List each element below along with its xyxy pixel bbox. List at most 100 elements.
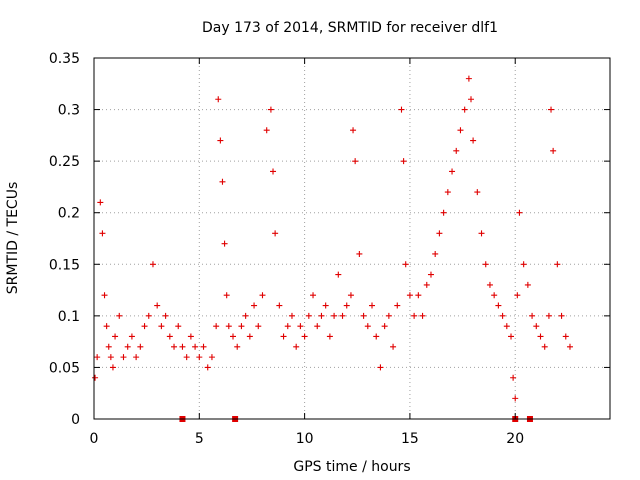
data-point: [120, 354, 127, 361]
data-point: [183, 354, 190, 361]
data-point: [465, 75, 472, 82]
data-point: [554, 261, 561, 268]
y-tick-label: 0.3: [58, 103, 80, 119]
y-axis: 0 0.05 0.1 0.15 0.2 0.25 0.3 0.35: [49, 51, 610, 428]
data-point: [149, 261, 156, 268]
data-point: [529, 312, 536, 319]
data-point: [217, 137, 224, 144]
data-point: [436, 230, 443, 237]
data-point: [200, 343, 207, 350]
data-point: [103, 323, 110, 330]
data-point: [208, 354, 215, 361]
y-tick-label: 0.1: [58, 309, 80, 325]
data-point: [533, 323, 540, 330]
data-point: [524, 281, 531, 288]
y-tick-label: 0: [71, 412, 80, 428]
data-point: [124, 343, 131, 350]
data-point: [94, 354, 101, 361]
data-point: [352, 158, 359, 165]
data-point: [364, 323, 371, 330]
data-point: [192, 343, 199, 350]
data-point: [512, 395, 519, 402]
data-point: [461, 106, 468, 113]
data-point: [520, 261, 527, 268]
x-tick-label: 5: [195, 431, 204, 447]
data-point: [548, 106, 555, 113]
data-point: [394, 302, 401, 309]
data-point: [301, 333, 308, 340]
x-tick-label: 15: [401, 431, 419, 447]
data-point: [288, 312, 295, 319]
data-point: [415, 292, 422, 299]
data-point: [105, 343, 112, 350]
data-point: [545, 312, 552, 319]
data-point: [187, 333, 194, 340]
y-tick-label: 0.05: [49, 360, 80, 376]
data-point: [305, 312, 312, 319]
data-point: [432, 250, 439, 257]
data-point: [97, 199, 104, 206]
data-point: [343, 302, 350, 309]
data-point: [171, 343, 178, 350]
data-point: [499, 312, 506, 319]
data-point: [255, 323, 262, 330]
data-point: [166, 333, 173, 340]
x-axis-label: GPS time / hours: [293, 459, 410, 475]
data-point: [175, 323, 182, 330]
data-point: [154, 302, 161, 309]
data-point: [457, 127, 464, 134]
data-point: [109, 364, 116, 371]
data-point: [92, 374, 99, 381]
data-point: [128, 333, 135, 340]
y-axis-label: SRMTID / TECUs: [5, 182, 21, 295]
data-point: [347, 292, 354, 299]
data-point: [215, 96, 222, 103]
data-point: [400, 158, 407, 165]
data-point: [141, 323, 148, 330]
data-point: [406, 292, 413, 299]
data-point: [444, 189, 451, 196]
data-point: [385, 312, 392, 319]
data-point: [478, 230, 485, 237]
data-point: [360, 312, 367, 319]
data-point: [486, 281, 493, 288]
data-point: [495, 302, 502, 309]
data-point: [162, 312, 169, 319]
data-point: [246, 333, 253, 340]
data-point: [259, 292, 266, 299]
x-tick-label: 20: [506, 431, 524, 447]
data-point: [101, 292, 108, 299]
data-point: [510, 374, 517, 381]
data-point: [267, 106, 274, 113]
data-point: [133, 354, 140, 361]
data-point: [116, 312, 123, 319]
data-point: [272, 230, 279, 237]
data-point: [137, 343, 144, 350]
data-point: [470, 137, 477, 144]
data-point: [491, 292, 498, 299]
x-tick-label: 10: [296, 431, 314, 447]
data-point: [377, 364, 384, 371]
data-point: [427, 271, 434, 278]
x-axis: 0 5 10 15 20: [90, 58, 524, 447]
data-point: [251, 302, 258, 309]
data-point: [263, 127, 270, 134]
data-point: [322, 302, 329, 309]
data-point: [107, 354, 114, 361]
data-point: [339, 312, 346, 319]
data-point: [558, 312, 565, 319]
y-tick-label: 0.15: [49, 257, 80, 273]
data-point: [541, 343, 548, 350]
data-point: [335, 271, 342, 278]
data-point: [221, 240, 228, 247]
grid-lines: [94, 58, 610, 419]
y-tick-label: 0.35: [49, 51, 80, 67]
data-point: [503, 323, 510, 330]
data-point: [225, 323, 232, 330]
data-point: [356, 250, 363, 257]
data-point: [318, 312, 325, 319]
data-point: [276, 302, 283, 309]
data-point: [179, 343, 186, 350]
chart-title: Day 173 of 2014, SRMTID for receiver dlf…: [202, 20, 498, 36]
